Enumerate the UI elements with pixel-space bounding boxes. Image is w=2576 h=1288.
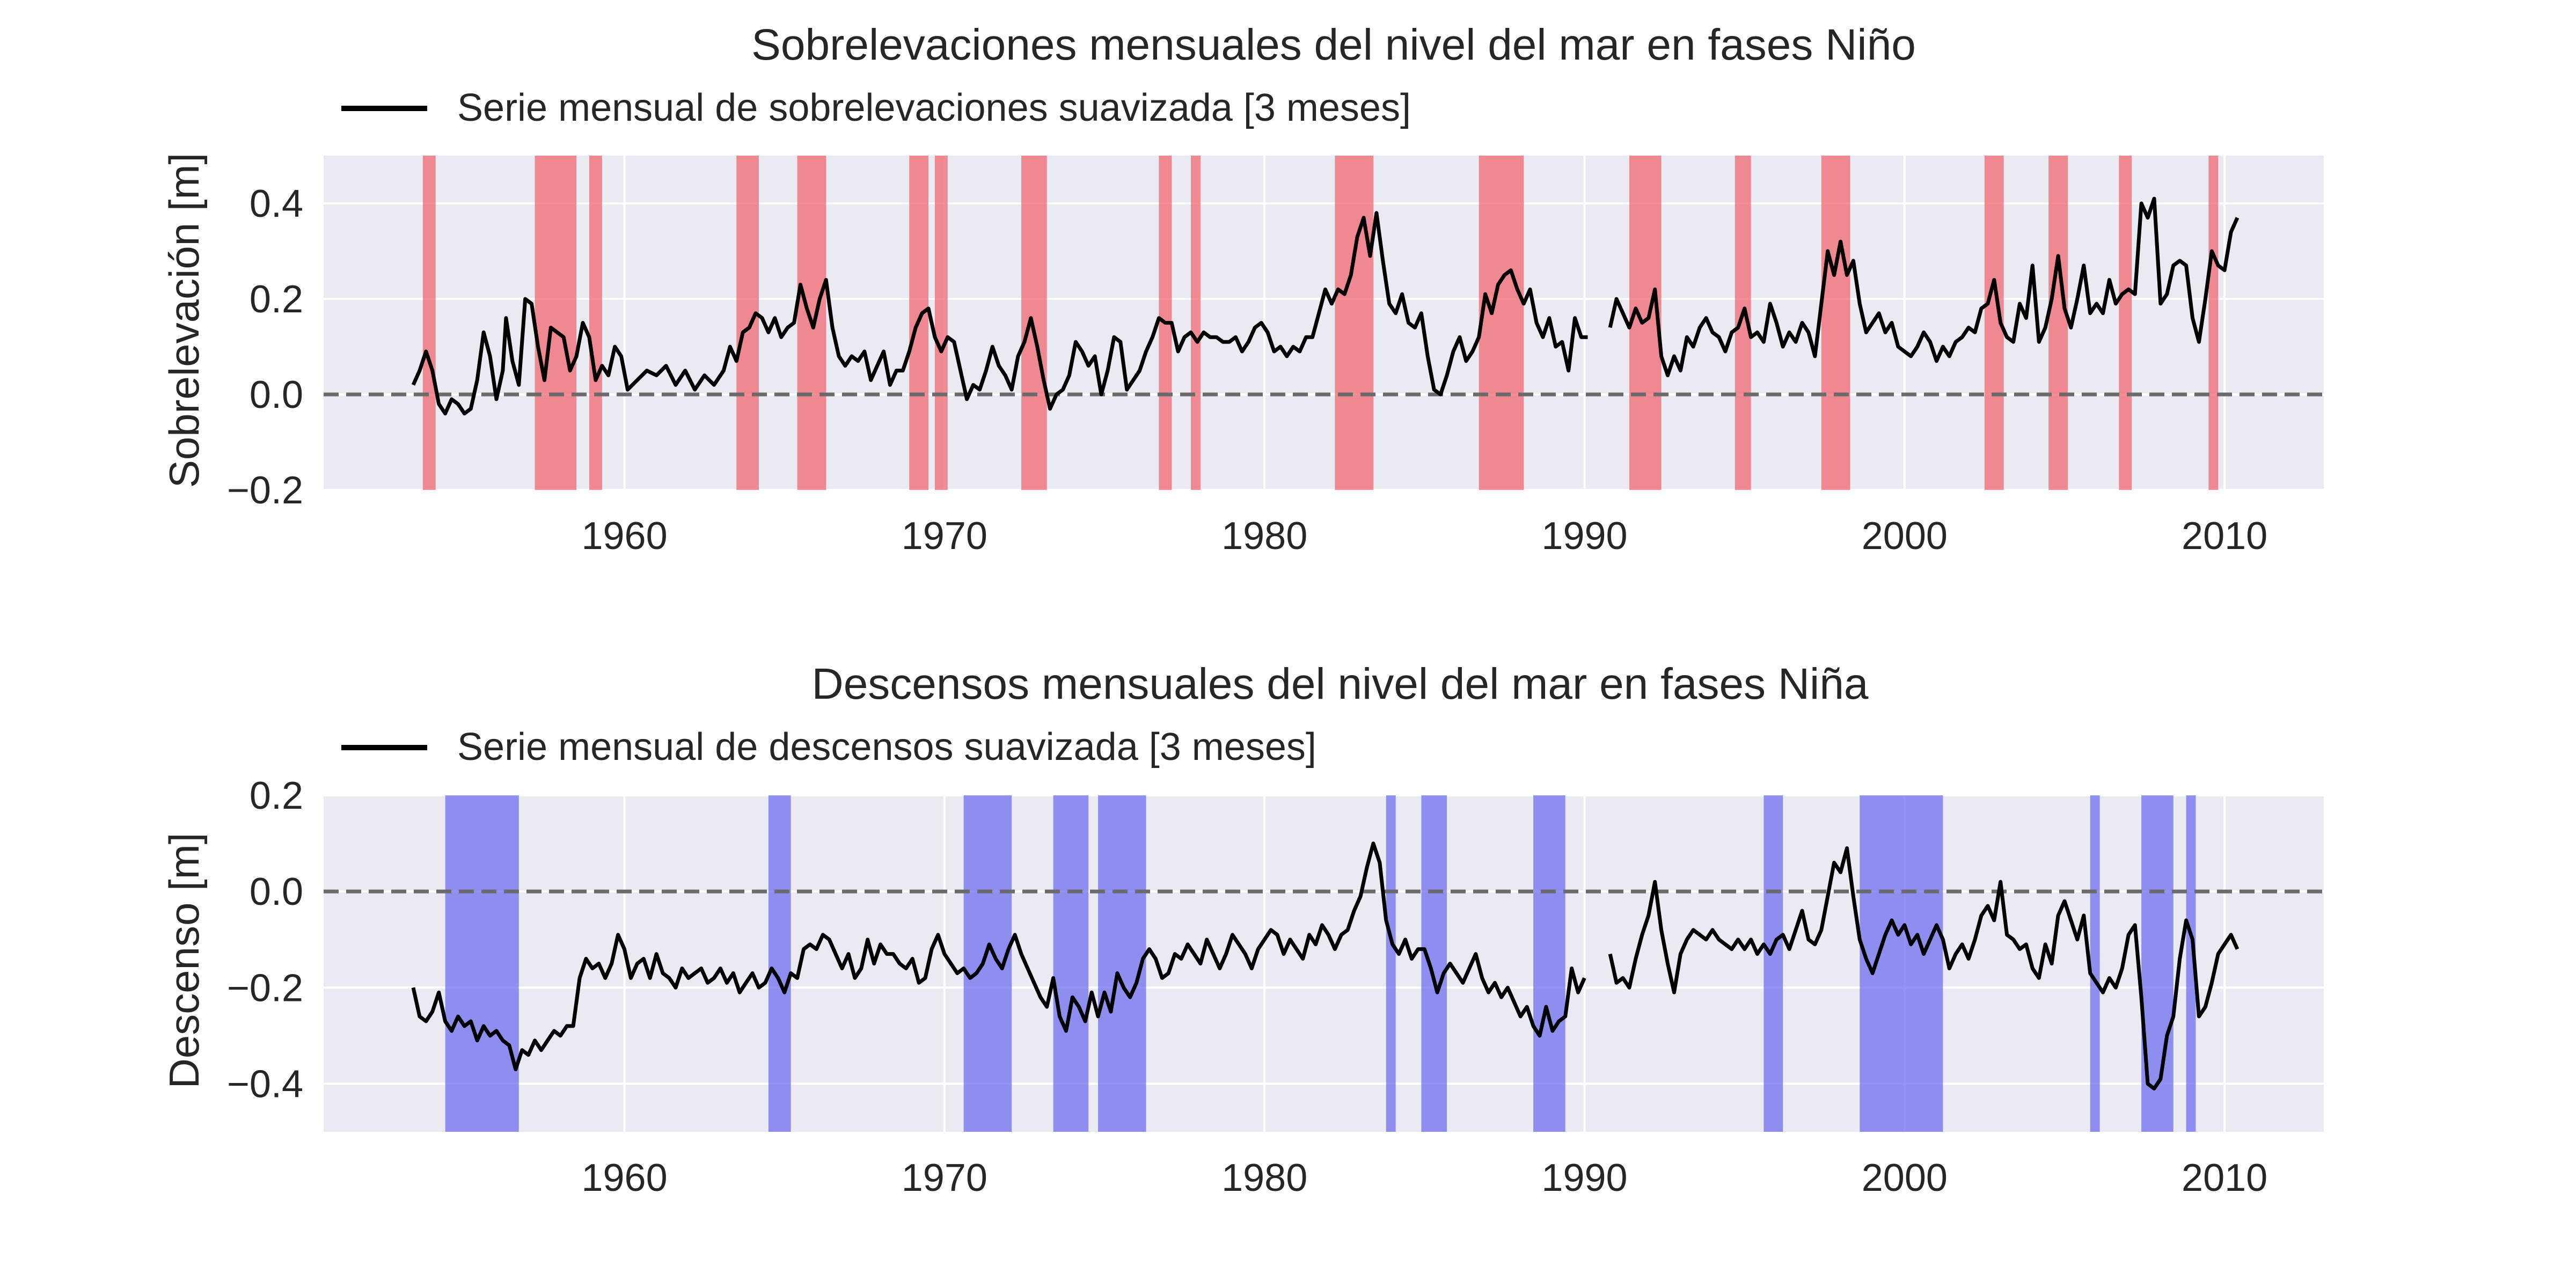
series-line xyxy=(1608,846,2240,1091)
phase-band xyxy=(1335,156,1373,490)
x-tick-label: 1960 xyxy=(581,515,667,558)
legend: Serie mensual de descensos suavizada [3 … xyxy=(341,726,1316,769)
phase-band xyxy=(1629,156,1662,490)
series-line xyxy=(1608,196,2240,377)
plot-area: 1960 1970 1980 1990 2000 2010 −0.4 −0.2 0.0 0.2 xyxy=(227,774,2324,1199)
phase-band xyxy=(1821,156,1850,490)
plot-background xyxy=(324,795,2324,1132)
y-axis-label: Sobrelevación [m] xyxy=(160,153,208,488)
phase-band xyxy=(736,156,759,490)
phase-band xyxy=(2119,156,2132,490)
legend-label: Serie mensual de descensos suavizada [3 … xyxy=(457,726,1316,769)
phase-band xyxy=(1053,795,1089,1132)
phase-band xyxy=(1479,156,1524,490)
y-tick-label: 0.0 xyxy=(250,870,303,913)
phase-band xyxy=(1191,156,1201,490)
chart-nina: Descensos mensuales del nivel del mar en… xyxy=(160,660,2324,1199)
y-tick-label: 0.2 xyxy=(250,774,303,817)
phase-band xyxy=(1421,795,1447,1132)
phase-band xyxy=(589,156,602,490)
phase-band xyxy=(535,156,577,490)
phase-band xyxy=(2208,156,2219,490)
y-tick-label: −0.2 xyxy=(227,967,303,1009)
phase-band xyxy=(1763,795,1783,1132)
x-tick-label: 1990 xyxy=(1541,515,1627,558)
y-tick-label: −0.4 xyxy=(227,1063,303,1106)
chart-nino: Sobrelevaciones mensuales del nivel del … xyxy=(160,20,2324,558)
phase-band xyxy=(1098,795,1146,1132)
y-tick-label: 0.4 xyxy=(250,182,303,225)
x-tick-label: 2010 xyxy=(2182,515,2267,558)
phase-band xyxy=(445,795,519,1132)
x-tick-label: 2000 xyxy=(1862,1157,1948,1199)
y-tick-label: 0.0 xyxy=(250,374,303,416)
chart-title: Sobrelevaciones mensuales del nivel del … xyxy=(751,20,1916,69)
chart-title: Descensos mensuales del nivel del mar en… xyxy=(811,660,1868,708)
phase-band xyxy=(2090,795,2100,1132)
phase-band xyxy=(422,156,436,490)
x-tick-label: 2010 xyxy=(2182,1157,2267,1199)
phase-band xyxy=(2186,795,2196,1132)
legend-label: Serie mensual de sobrelevaciones suaviza… xyxy=(457,86,1411,129)
phase-band xyxy=(1386,795,1396,1132)
x-tick-label: 1990 xyxy=(1541,1157,1627,1199)
phase-band xyxy=(934,156,948,490)
x-tick-label: 1980 xyxy=(1221,515,1307,558)
x-tick-label: 1970 xyxy=(902,1157,987,1199)
y-tick-label: 0.2 xyxy=(250,278,303,321)
phase-band xyxy=(1021,156,1047,490)
legend: Serie mensual de sobrelevaciones suaviza… xyxy=(341,86,1411,129)
y-tick-label: −0.2 xyxy=(227,469,303,512)
series-line xyxy=(411,841,1586,1072)
series-line xyxy=(411,211,1588,416)
y-axis-label: Descenso [m] xyxy=(160,833,208,1089)
phase-band xyxy=(768,795,791,1132)
phase-band xyxy=(1533,795,1565,1132)
plot-area: 1960 1970 1980 1990 2000 2010 −0.2 0.0 0.2 0.4 xyxy=(227,156,2324,558)
x-tick-label: 1980 xyxy=(1221,1157,1307,1199)
phase-band xyxy=(2048,156,2068,490)
x-tick-label: 1970 xyxy=(902,515,987,558)
phase-band xyxy=(1860,795,1943,1132)
x-tick-label: 2000 xyxy=(1862,515,1948,558)
x-tick-label: 1960 xyxy=(581,1157,667,1199)
